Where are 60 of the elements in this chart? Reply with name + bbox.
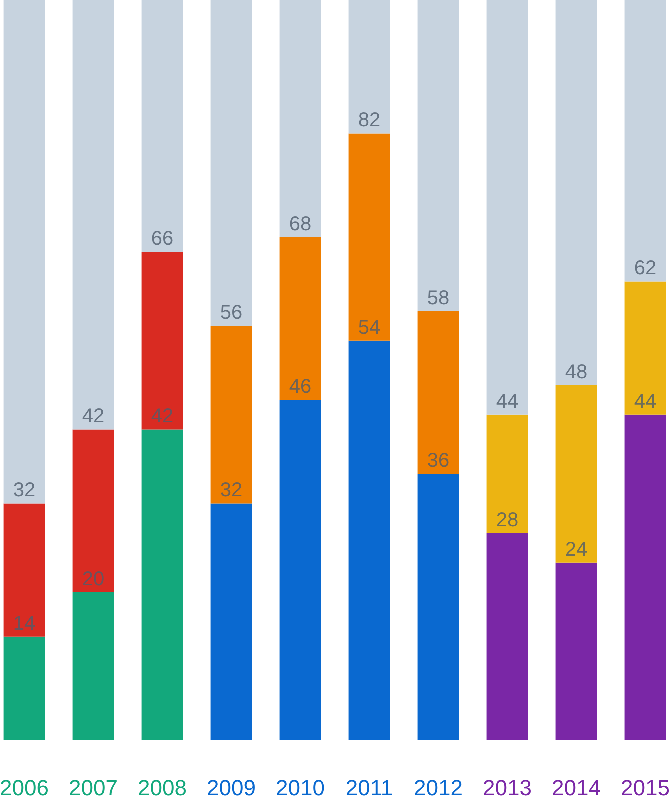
x-tick-label: 2012 [414, 776, 463, 800]
x-tick-label: 2009 [207, 776, 256, 800]
bar [556, 385, 598, 563]
annotation: 62 [634, 258, 657, 280]
bar [4, 0, 46, 504]
bar [418, 474, 460, 740]
bar [418, 311, 460, 474]
data-label: 20 [82, 568, 105, 590]
bar [348, 0, 390, 134]
bar [72, 592, 114, 740]
annotation: 66 [151, 228, 174, 250]
data-label: 32 [220, 480, 243, 502]
bar [486, 414, 528, 534]
x-tick-label: 2008 [138, 776, 187, 800]
data-label: 54 [358, 316, 381, 339]
data-label: 46 [289, 376, 312, 398]
x-tick-label: 2013 [483, 776, 532, 800]
bar [210, 504, 252, 740]
data-label: 28 [496, 509, 519, 532]
bar [280, 237, 322, 400]
bar [556, 0, 598, 386]
bar [556, 562, 598, 740]
bar [72, 430, 114, 592]
data-label: 36 [427, 450, 450, 472]
bar [210, 0, 252, 326]
bar [4, 636, 46, 740]
annotation: 58 [427, 287, 450, 310]
x-tick-label: 2011 [346, 776, 394, 800]
annotation: 44 [496, 390, 519, 413]
bar [280, 400, 322, 740]
bar [418, 0, 460, 312]
x-tick-label: 2006 [0, 776, 49, 800]
bar [210, 326, 252, 504]
bar [624, 0, 666, 282]
bar [348, 340, 390, 740]
bar [142, 430, 184, 740]
x-tick-label: 2014 [552, 776, 601, 800]
data-label: 44 [634, 390, 657, 413]
annotation: 42 [82, 406, 105, 428]
data-label: 42 [151, 406, 174, 428]
data-label: 14 [13, 612, 36, 635]
bar [142, 252, 184, 430]
annotation: 68 [289, 213, 312, 236]
bar [142, 0, 184, 252]
annotation: 56 [220, 302, 243, 324]
bar [4, 504, 46, 637]
x-tick-label: 2007 [69, 776, 118, 800]
bar [280, 0, 322, 238]
x-tick-label: 2010 [276, 776, 325, 800]
data-label: 24 [565, 538, 588, 561]
bar [486, 533, 528, 740]
annotation: 48 [565, 361, 588, 384]
annotation: 32 [13, 480, 36, 502]
bar [348, 134, 390, 341]
bar [624, 282, 666, 415]
bar [72, 0, 114, 430]
bar [624, 414, 666, 740]
annotation: 82 [358, 110, 381, 132]
x-tick-label: 2015 [621, 776, 669, 800]
bar [486, 0, 528, 415]
